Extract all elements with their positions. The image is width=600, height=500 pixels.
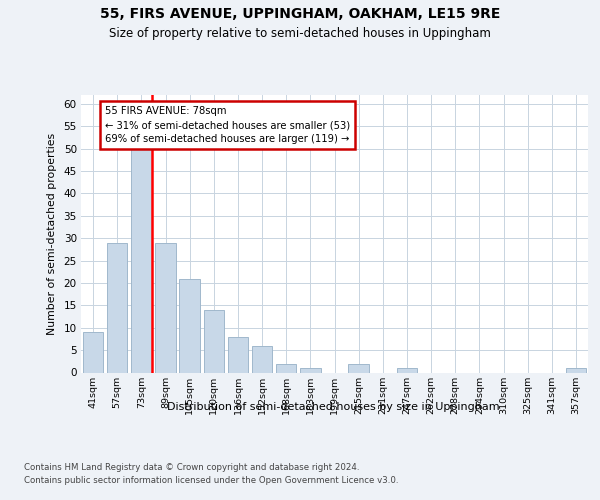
Text: Contains HM Land Registry data © Crown copyright and database right 2024.: Contains HM Land Registry data © Crown c…	[24, 462, 359, 471]
Bar	[131, 148, 152, 372]
Bar	[203, 310, 224, 372]
Bar	[300, 368, 320, 372]
Bar	[397, 368, 417, 372]
Bar	[107, 242, 127, 372]
Bar	[179, 278, 200, 372]
Y-axis label: Number of semi-detached properties: Number of semi-detached properties	[47, 132, 56, 335]
Bar	[155, 242, 176, 372]
Bar	[227, 336, 248, 372]
Bar	[252, 346, 272, 372]
Bar	[276, 364, 296, 372]
Text: Distribution of semi-detached houses by size in Uppingham: Distribution of semi-detached houses by …	[167, 402, 499, 412]
Text: 55 FIRS AVENUE: 78sqm
← 31% of semi-detached houses are smaller (53)
69% of semi: 55 FIRS AVENUE: 78sqm ← 31% of semi-deta…	[105, 106, 350, 144]
Text: Size of property relative to semi-detached houses in Uppingham: Size of property relative to semi-detach…	[109, 28, 491, 40]
Text: Contains public sector information licensed under the Open Government Licence v3: Contains public sector information licen…	[24, 476, 398, 485]
Bar	[83, 332, 103, 372]
Bar	[566, 368, 586, 372]
Bar	[349, 364, 369, 372]
Text: 55, FIRS AVENUE, UPPINGHAM, OAKHAM, LE15 9RE: 55, FIRS AVENUE, UPPINGHAM, OAKHAM, LE15…	[100, 8, 500, 22]
